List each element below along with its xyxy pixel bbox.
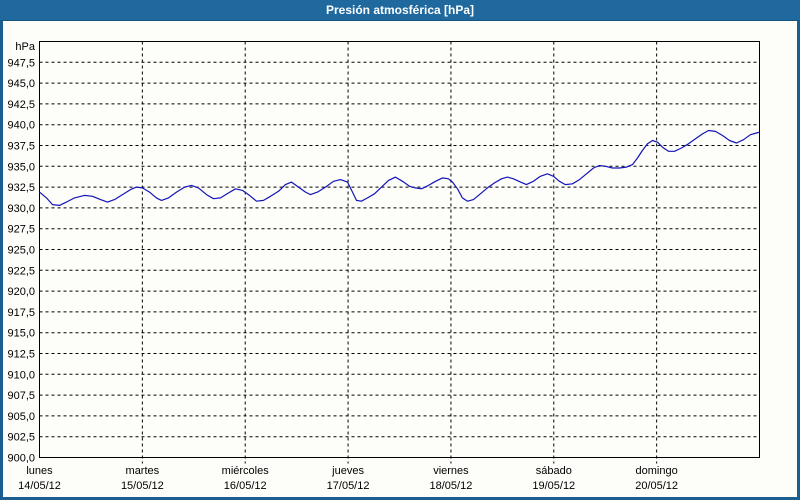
y-tick-label: 932,5 [7,182,35,194]
y-tick-label: 917,5 [7,307,35,319]
chart-title: Presión atmosférica [hPa] [325,3,475,17]
day-name-label: martes [126,465,160,477]
day-date-label: 17/05/12 [327,480,370,492]
pressure-line [39,129,760,206]
y-tick-label: 945,0 [7,78,35,90]
day-name-label: miércoles [222,465,270,477]
day-date-label: 19/05/12 [532,480,575,492]
plot-border [39,41,760,458]
day-date-label: 18/05/12 [430,480,473,492]
y-tick-label: 907,5 [7,390,35,402]
y-tick-label: 905,0 [7,411,35,423]
y-tick-label: 910,0 [7,369,35,381]
y-tick-label: 902,5 [7,432,35,444]
y-tick-label: 920,0 [7,286,35,298]
y-tick-label: 935,0 [7,161,35,173]
day-name-label: domingo [636,465,678,477]
y-tick-label: 947,5 [7,57,35,69]
y-tick-label: 915,0 [7,328,35,340]
day-name-label: jueves [331,465,364,477]
day-name-label: lunes [26,465,53,477]
y-tick-label: 922,5 [7,265,35,277]
y-tick-label: 940,0 [7,120,35,132]
day-date-label: 14/05/12 [18,480,61,492]
chart-title-bar: Presión atmosférica [hPa] [0,0,800,21]
y-tick-label: 927,5 [7,224,35,236]
y-tick-label: 937,5 [7,141,35,153]
y-axis-unit-label: hPa [15,41,35,53]
y-tick-label: 912,5 [7,349,35,361]
day-date-label: 15/05/12 [121,480,164,492]
y-tick-label: 930,0 [7,203,35,215]
y-tick-label: 942,5 [7,99,35,111]
day-name-label: viernes [433,465,469,477]
y-tick-label: 925,0 [7,245,35,257]
day-name-label: sábado [536,465,572,477]
day-date-label: 16/05/12 [224,480,267,492]
day-date-label: 20/05/12 [635,480,678,492]
y-tick-label: 900,0 [7,453,35,465]
